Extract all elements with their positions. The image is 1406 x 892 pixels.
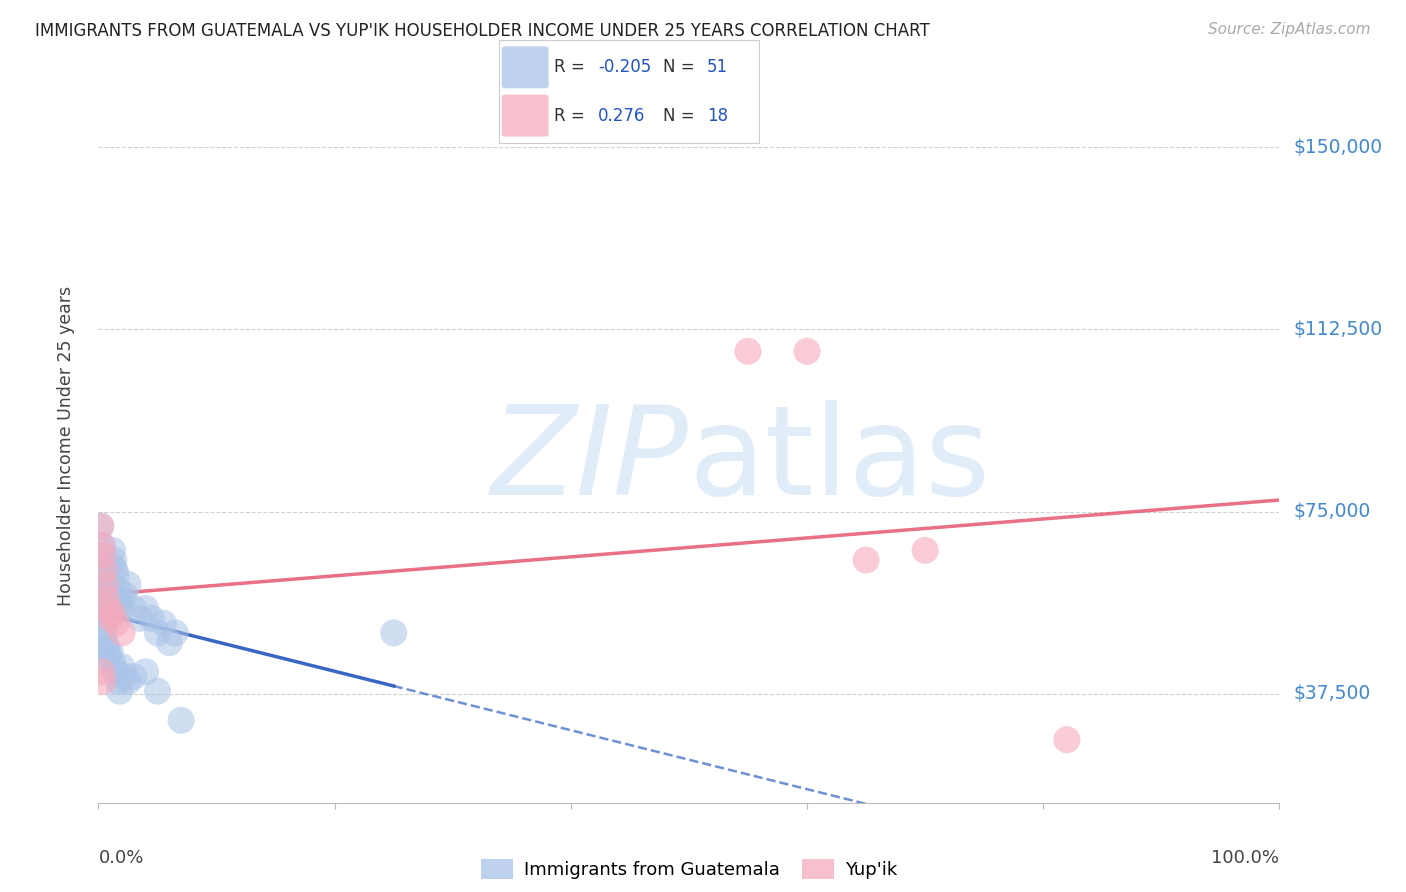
Point [91, 665, 114, 679]
Text: 51: 51 [707, 58, 728, 77]
Point [101, 607, 124, 621]
Point [101, 655, 124, 669]
Point [94, 635, 117, 649]
Point [107, 674, 129, 689]
Text: $75,000: $75,000 [1294, 502, 1371, 521]
Point [110, 601, 132, 615]
Text: Source: ZipAtlas.com: Source: ZipAtlas.com [1208, 22, 1371, 37]
Point [111, 591, 134, 606]
Text: R =: R = [554, 106, 595, 125]
Point [107, 591, 129, 606]
Text: $112,500: $112,500 [1294, 320, 1382, 339]
Point [97, 601, 120, 615]
Point [97, 587, 120, 601]
Point [105, 665, 128, 679]
Point [152, 616, 174, 631]
Y-axis label: Householder Income Under 25 years: Householder Income Under 25 years [56, 286, 75, 606]
Point [135, 665, 157, 679]
Point [165, 626, 187, 640]
Point [382, 626, 405, 640]
Text: N =: N = [664, 58, 700, 77]
Point [117, 577, 139, 591]
Point [112, 587, 135, 601]
Point [96, 640, 118, 655]
Point [157, 635, 180, 649]
Point [914, 543, 936, 558]
Point [105, 582, 128, 597]
Point [737, 344, 759, 359]
Text: IMMIGRANTS FROM GUATEMALA VS YUP'IK HOUSEHOLDER INCOME UNDER 25 YEARS CORRELATIO: IMMIGRANTS FROM GUATEMALA VS YUP'IK HOUS… [35, 22, 929, 40]
Point [117, 674, 139, 689]
Point [96, 567, 118, 582]
Point [91, 548, 114, 562]
Point [146, 626, 169, 640]
Text: -0.205: -0.205 [598, 58, 651, 77]
Point [105, 616, 128, 631]
Text: ZIP: ZIP [491, 400, 689, 521]
Legend: Immigrants from Guatemala, Yup'ik: Immigrants from Guatemala, Yup'ik [474, 852, 904, 887]
Text: atlas: atlas [689, 400, 991, 521]
Point [93, 626, 115, 640]
Point [796, 344, 818, 359]
Point [101, 543, 124, 558]
Text: $150,000: $150,000 [1294, 138, 1382, 157]
Point [90, 519, 112, 533]
FancyBboxPatch shape [502, 95, 548, 136]
Text: 0.0%: 0.0% [98, 849, 143, 867]
Point [108, 597, 131, 611]
Point [91, 548, 114, 562]
Point [91, 621, 114, 635]
Point [104, 563, 127, 577]
Point [93, 563, 115, 577]
Point [112, 670, 135, 684]
Point [98, 645, 121, 659]
Point [1056, 732, 1078, 747]
Point [90, 519, 112, 533]
Point [146, 684, 169, 698]
Point [122, 601, 145, 615]
Point [89, 601, 111, 615]
Point [108, 684, 131, 698]
Point [98, 611, 121, 625]
Text: N =: N = [664, 106, 700, 125]
Point [103, 553, 125, 567]
Point [170, 713, 193, 727]
Point [128, 611, 150, 625]
Point [98, 577, 121, 591]
Point [93, 563, 115, 577]
Point [98, 655, 121, 669]
Point [91, 539, 114, 553]
Point [91, 611, 114, 625]
Text: R =: R = [554, 58, 589, 77]
Text: 0.276: 0.276 [598, 106, 645, 125]
Point [100, 558, 122, 572]
FancyBboxPatch shape [502, 46, 548, 88]
Text: 100.0%: 100.0% [1212, 849, 1279, 867]
Point [94, 577, 117, 591]
Point [94, 577, 117, 591]
Point [135, 601, 157, 615]
Point [855, 553, 877, 567]
Point [91, 674, 114, 689]
Point [98, 591, 121, 606]
Point [90, 607, 112, 621]
Point [96, 591, 118, 606]
Point [141, 611, 163, 625]
Text: 18: 18 [707, 106, 728, 125]
Point [105, 567, 128, 582]
Point [122, 670, 145, 684]
Text: $37,500: $37,500 [1294, 684, 1371, 703]
Point [111, 660, 134, 674]
Point [91, 539, 114, 553]
Point [97, 645, 120, 659]
Point [111, 626, 134, 640]
